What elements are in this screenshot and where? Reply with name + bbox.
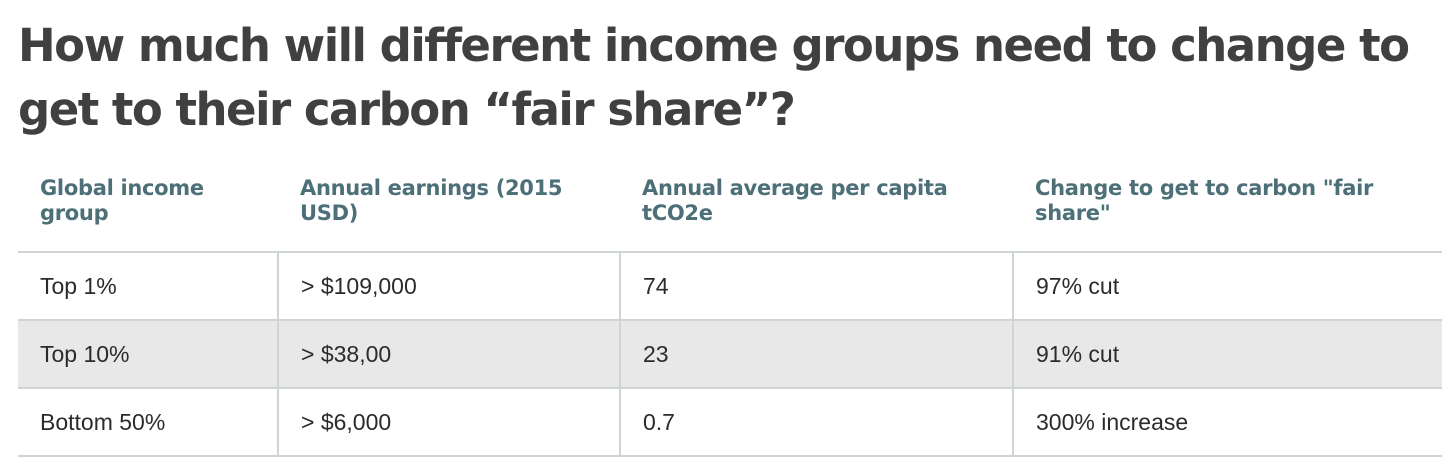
table-cell: 0.7	[620, 388, 1014, 457]
table-row: Top 10% > $38,00 23 91% cut	[18, 320, 1442, 389]
chart-title: How much will different income groups ne…	[18, 19, 1410, 136]
table-cell: 91% cut	[1013, 320, 1442, 389]
table-cell: 74	[620, 252, 1014, 321]
table-cell: > $6,000	[278, 388, 621, 457]
header-row: Global income group Annual earnings (201…	[18, 170, 1442, 253]
table-cell: Top 10%	[18, 320, 279, 389]
table-cell: Bottom 50%	[18, 388, 279, 457]
column-header-change-to-fair-share: Change to get to carbon "fair share"	[1013, 170, 1442, 253]
column-header-annual-earnings: Annual earnings (2015 USD)	[278, 170, 620, 253]
table-cell: 300% increase	[1013, 388, 1442, 457]
table-cell: > $38,00	[278, 320, 621, 389]
table-row: Bottom 50% > $6,000 0.7 300% increase	[18, 388, 1442, 457]
table-cell: 23	[620, 320, 1014, 389]
table-cell: 97% cut	[1013, 252, 1442, 321]
table-cell: > $109,000	[278, 252, 621, 321]
column-header-income-group: Global income group	[18, 170, 278, 253]
table-cell: Top 1%	[18, 252, 279, 321]
column-header-per-capita-emissions: Annual average per capita tCO2e	[620, 170, 1013, 253]
table-row: Top 1% > $109,000 74 97% cut	[18, 252, 1442, 321]
data-table: Global income group Annual earnings (201…	[18, 170, 1442, 457]
